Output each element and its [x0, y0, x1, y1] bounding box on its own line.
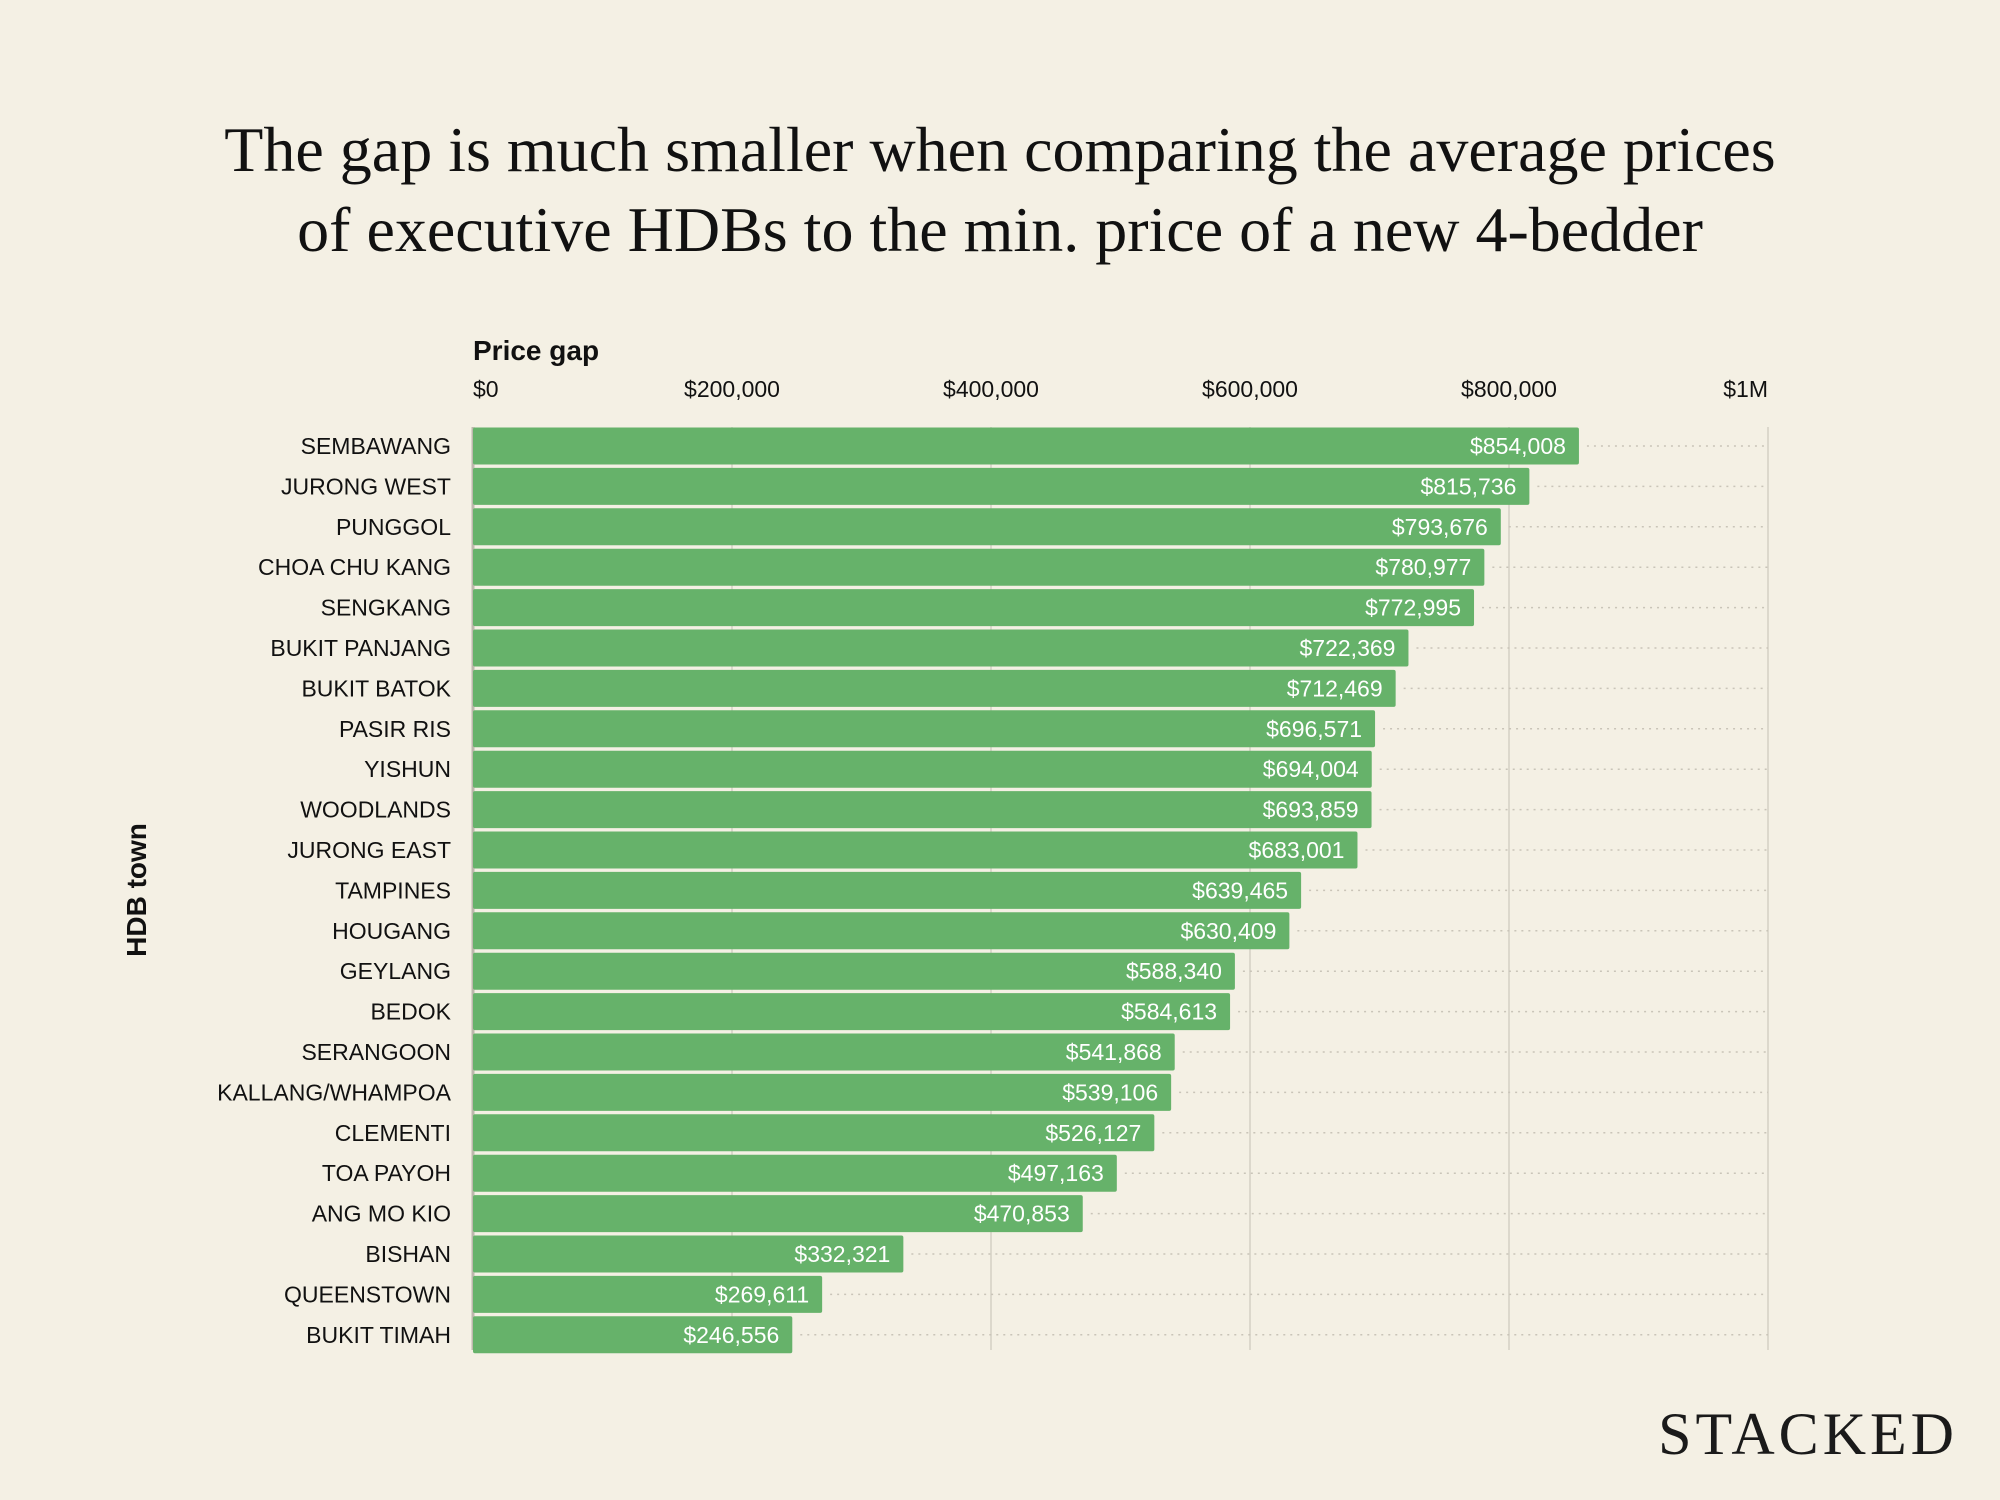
x-tick-label: $1M	[1723, 376, 1768, 402]
x-tick-label: $800,000	[1461, 376, 1557, 402]
bar-value-label: $526,127	[1045, 1120, 1141, 1146]
bar	[473, 710, 1376, 748]
bar-value-label: $588,340	[1126, 958, 1222, 984]
bar	[473, 548, 1485, 586]
bar-value-label: $722,369	[1300, 635, 1396, 661]
bar	[473, 831, 1358, 869]
bar-value-label: $541,868	[1066, 1039, 1162, 1065]
bar-value-label: $497,163	[1008, 1160, 1104, 1186]
category-label: BISHAN	[365, 1241, 451, 1267]
bar	[473, 791, 1372, 829]
bar	[473, 750, 1372, 788]
category-label: YISHUN	[364, 756, 451, 782]
bar-value-label: $630,409	[1180, 918, 1276, 944]
bar-value-label: $639,465	[1192, 877, 1288, 903]
category-label: WOODLANDS	[300, 797, 451, 823]
bar	[473, 871, 1302, 909]
category-label: CHOA CHU KANG	[258, 554, 451, 580]
bar	[473, 467, 1530, 505]
bar-value-label: $693,859	[1263, 797, 1359, 823]
bar	[473, 669, 1396, 707]
bar	[473, 1073, 1172, 1111]
bar-value-label: $269,611	[715, 1281, 809, 1307]
bar-value-label: $854,008	[1470, 433, 1566, 459]
category-label: SERANGOON	[301, 1039, 451, 1065]
bar	[473, 1195, 1083, 1233]
chart-title: The gap is much smaller when comparing t…	[0, 110, 2000, 270]
bar-value-label: $780,977	[1375, 554, 1471, 580]
category-label: PUNGGOL	[336, 514, 451, 540]
bar	[473, 1316, 793, 1354]
category-label: SENGKANG	[321, 595, 451, 621]
bar	[473, 629, 1409, 667]
bar-value-label: $539,106	[1062, 1079, 1158, 1105]
bar	[473, 1275, 823, 1313]
bar-value-label: $793,676	[1392, 514, 1488, 540]
category-label: GEYLANG	[340, 958, 451, 984]
category-label: SEMBAWANG	[301, 433, 451, 459]
chart-title-line-2: of executive HDBs to the min. price of a…	[297, 194, 1703, 265]
bar	[473, 993, 1231, 1031]
category-label: KALLANG/WHAMPOA	[217, 1079, 452, 1105]
bar	[473, 1235, 904, 1273]
x-tick-label: $0	[473, 376, 499, 402]
x-tick-label: $400,000	[943, 376, 1039, 402]
category-label: JURONG EAST	[287, 837, 451, 863]
bar-value-label: $332,321	[794, 1241, 890, 1267]
category-label: BEDOK	[370, 999, 451, 1025]
bar-value-label: $683,001	[1249, 837, 1345, 863]
category-label: QUEENSTOWN	[284, 1281, 451, 1307]
category-label: ANG MO KIO	[312, 1201, 451, 1227]
bar	[473, 427, 1579, 465]
chart-title-line-1: The gap is much smaller when comparing t…	[224, 114, 1776, 185]
bar-value-label: $772,995	[1365, 595, 1461, 621]
category-label: TOA PAYOH	[322, 1160, 451, 1186]
bar	[473, 1033, 1175, 1071]
bar-value-label: $815,736	[1420, 473, 1516, 499]
x-tick-label: $200,000	[684, 376, 780, 402]
bar-value-label: $584,613	[1121, 999, 1217, 1025]
bar	[473, 912, 1290, 950]
bar	[473, 1154, 1117, 1192]
category-label: BUKIT TIMAH	[306, 1322, 451, 1348]
bar	[473, 508, 1501, 546]
category-label: JURONG WEST	[281, 473, 451, 499]
y-axis-label: HDB town	[121, 823, 152, 957]
category-label: CLEMENTI	[335, 1120, 451, 1146]
category-label: BUKIT BATOK	[301, 675, 451, 701]
stacked-logo: STACKED	[1658, 1401, 1958, 1467]
x-tick-label: $600,000	[1202, 376, 1298, 402]
bar	[473, 589, 1475, 627]
category-label: TAMPINES	[335, 877, 451, 903]
bar-value-label: $696,571	[1266, 716, 1362, 742]
category-label: BUKIT PANJANG	[270, 635, 451, 661]
bar-value-label: $694,004	[1263, 756, 1359, 782]
category-label: PASIR RIS	[339, 716, 451, 742]
x-axis-label: Price gap	[473, 335, 599, 366]
bar-value-label: $246,556	[683, 1322, 779, 1348]
bar-value-label: $712,469	[1287, 675, 1383, 701]
bar-value-label: $470,853	[974, 1201, 1070, 1227]
bar	[473, 1114, 1155, 1152]
category-label: HOUGANG	[332, 918, 451, 944]
bar	[473, 952, 1235, 990]
